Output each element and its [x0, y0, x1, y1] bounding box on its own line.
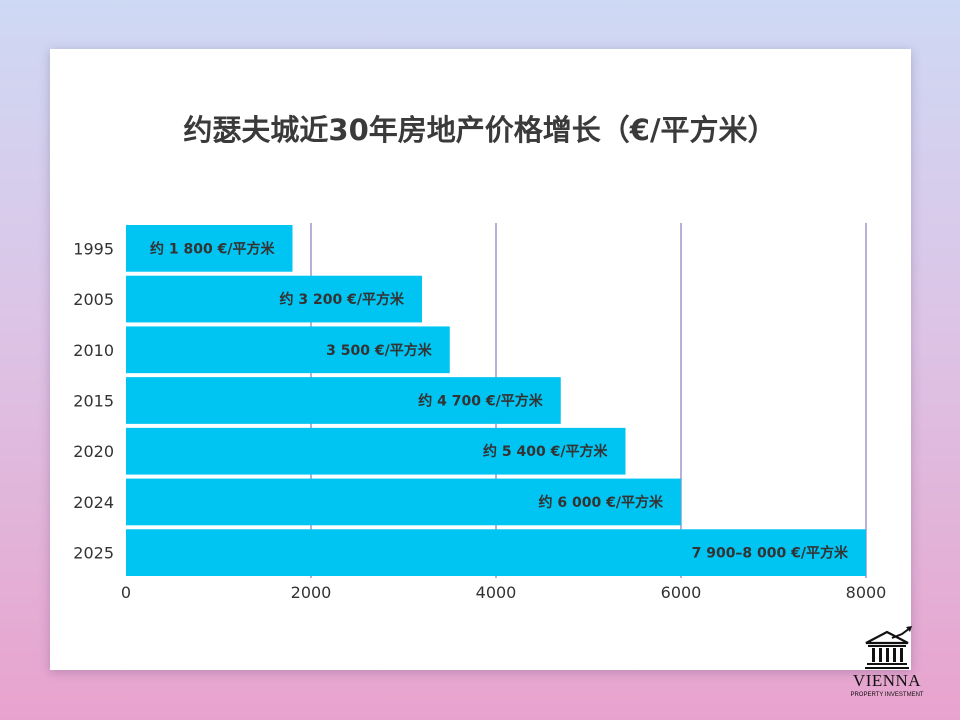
- data-label-1995: 约 1 800 €/平方米: [150, 240, 275, 257]
- x-tick-0: 0: [121, 583, 131, 602]
- brand-name: VIENNA: [852, 671, 922, 690]
- data-label-2015: 约 4 700 €/平方米: [418, 393, 543, 410]
- x-tick-2000: 2000: [291, 583, 332, 602]
- y-category-2015: 2015: [73, 392, 114, 411]
- bar-1995: [126, 225, 293, 272]
- x-tick-6000: 6000: [661, 583, 702, 602]
- data-label-2020: 约 5 400 €/平方米: [483, 443, 608, 460]
- y-category-1995: 1995: [73, 239, 114, 258]
- data-label-2010: 3 500 €/平方米: [326, 342, 433, 359]
- x-tick-4000: 4000: [476, 583, 517, 602]
- bar-2020: [126, 427, 626, 475]
- y-category-2025: 2025: [73, 544, 114, 563]
- chart-title: 约瑟夫城近30年房地产价格增长（€/平方米）: [183, 113, 777, 147]
- data-label-2024: 约 6 000 €/平方米: [539, 494, 664, 511]
- brand-subtitle: PROPERTY INVESTMENT: [850, 692, 924, 698]
- bar-2005: [126, 275, 422, 323]
- bank-building-icon: [865, 626, 912, 669]
- y-category-2024: 2024: [73, 493, 114, 512]
- x-tick-8000: 8000: [846, 583, 887, 602]
- y-category-2020: 2020: [73, 442, 114, 461]
- data-label-2025: 7 900–8 000 €/平方米: [692, 545, 849, 562]
- bar-2015: [126, 377, 561, 424]
- y-category-2005: 2005: [73, 290, 114, 309]
- bars: [126, 225, 866, 576]
- bar-2024: [126, 478, 681, 526]
- y-category-2010: 2010: [73, 341, 114, 360]
- data-label-2005: 约 3 200 €/平方米: [280, 291, 405, 308]
- brand-logo: VIENNA PROPERTY INVESTMENT: [842, 626, 932, 702]
- bar-2010: [126, 326, 450, 374]
- bar-2025: [126, 529, 866, 576]
- y-axis-categories: 1995 2005 2010 2015 2020 2024 2025: [73, 239, 114, 562]
- x-axis-ticks: 0 2000 4000 6000 8000: [121, 583, 886, 602]
